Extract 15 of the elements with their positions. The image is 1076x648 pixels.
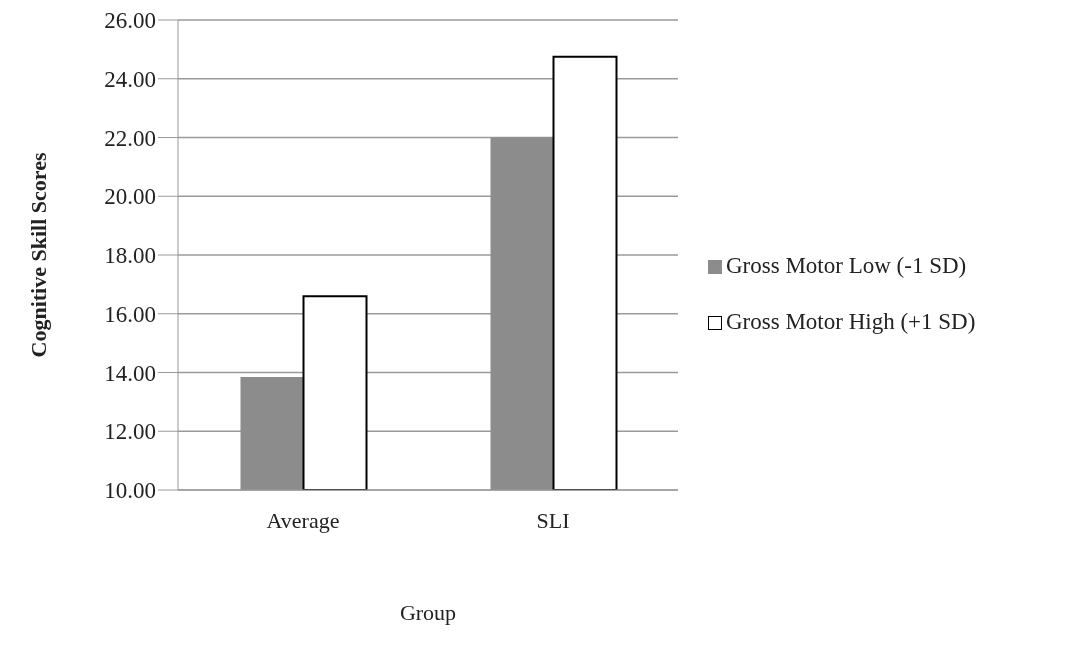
y-tick-label: 18.00	[104, 243, 156, 269]
legend-label: Gross Motor High (+1 SD)	[726, 309, 977, 335]
x-axis-title: Group	[399, 600, 457, 625]
x-tick-label: Average	[266, 507, 340, 533]
y-tick-label: 10.00	[104, 478, 156, 504]
y-tick-label: 26.00	[104, 8, 156, 34]
y-tick-label: 12.00	[104, 419, 156, 445]
x-tick-label: SLI	[536, 507, 570, 533]
y-tick-label: 14.00	[104, 360, 156, 386]
y-axis-title: Cognitive Skill Scores	[25, 152, 51, 358]
y-tick-label: 20.00	[104, 184, 156, 210]
legend-label: Gross Motor Low (-1 SD)	[726, 253, 968, 279]
y-tick-label: 24.00	[104, 66, 156, 92]
y-tick-label: 16.00	[104, 301, 156, 327]
y-tick-label: 22.00	[104, 125, 156, 151]
